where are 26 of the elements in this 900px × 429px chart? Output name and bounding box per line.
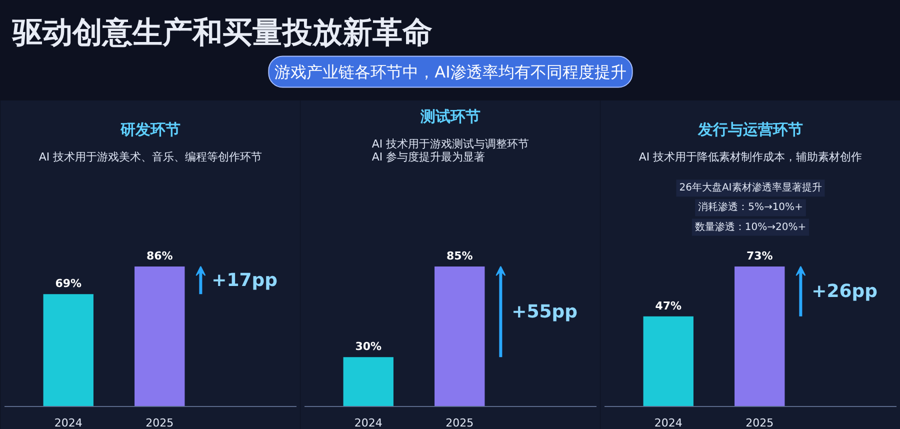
data-label: 69% [55, 277, 82, 290]
x-tick-label: 2025 [746, 416, 774, 429]
chart-subtitle: AI 技术用于游戏测试与调整环节 AI 参与度提升最为显著 [372, 138, 530, 164]
data-label: 73% [746, 250, 773, 262]
text: 驱动创意生产和买量投放新革命 [11, 16, 432, 50]
chart-title: 测试环节 [420, 108, 480, 126]
x-tick-label: 2025 [146, 416, 174, 429]
text: 游戏产业链各环节中，AI渗透率均有不同程度提升 [274, 62, 626, 82]
chart-subtitle: AI 技术用于游戏美术、音乐、编程等创作环节 [38, 150, 262, 164]
chart-subtitle: AI 技术用于降低素材制作成本，辅助素材创作 [638, 150, 862, 164]
x-tick-label: 2024 [54, 416, 82, 429]
text: 26年大盘AI素材渗透率显著提升 [679, 182, 822, 194]
text: 数量渗透：10%→20%+ [694, 220, 806, 233]
text: +17pp [212, 270, 278, 291]
text: 消耗渗透：5%→10%+ [698, 201, 803, 214]
data-label: 30% [355, 340, 382, 354]
chart-title: 发行与运营环节 [697, 120, 803, 138]
data-label: 47% [655, 299, 682, 312]
x-tick-label: 2025 [446, 416, 474, 429]
data-label: 85% [446, 250, 473, 262]
text: +55pp [512, 301, 578, 322]
data-label: 86% [146, 250, 173, 262]
x-tick-label: 2024 [354, 416, 382, 429]
text: +26pp [812, 280, 878, 302]
chart-title: 研发环节 [120, 120, 180, 138]
x-tick-label: 2024 [654, 416, 682, 429]
